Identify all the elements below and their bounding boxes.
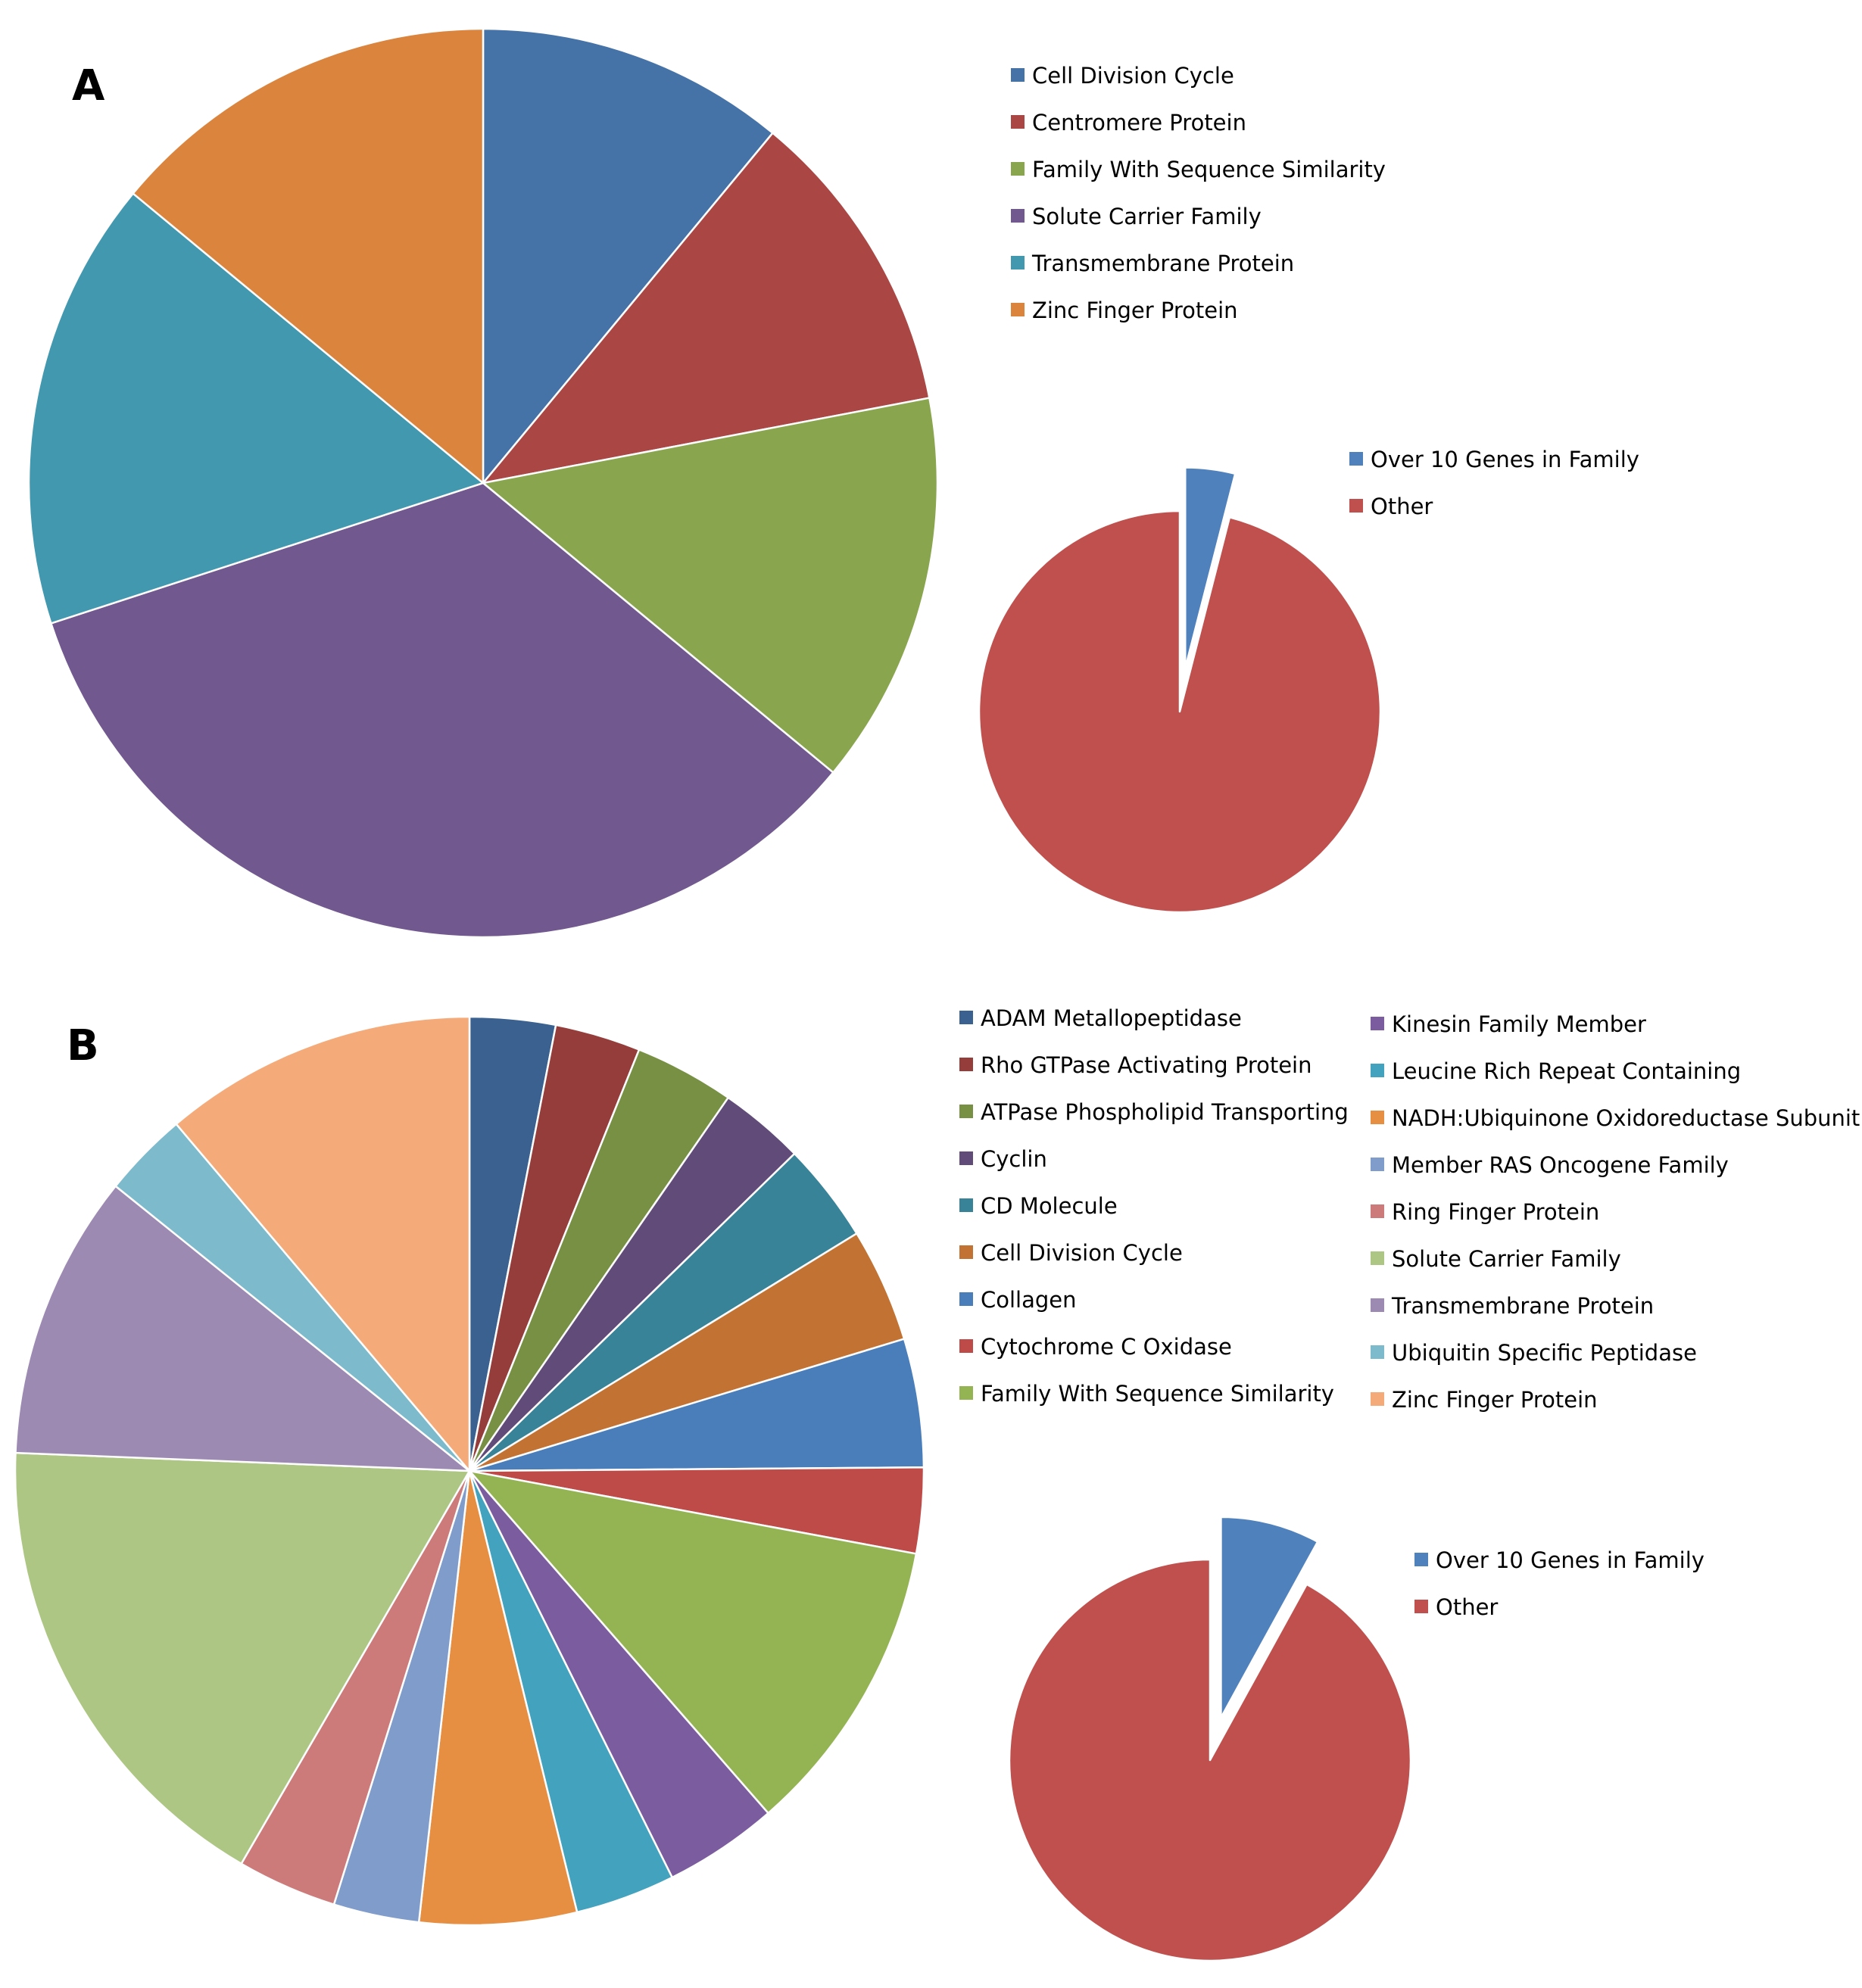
legend-swatch	[1349, 452, 1363, 466]
pie-slice-over-10-genes-in-family	[1184, 466, 1237, 669]
legend-swatch	[1011, 162, 1025, 176]
pie-slice-cell-division-cycle	[482, 27, 774, 485]
legend-swatch	[1371, 1111, 1384, 1124]
legend-label: Cytochrome C Oxidase	[981, 1334, 1232, 1360]
legend-label: Cell Division Cycle	[1032, 63, 1234, 89]
legend-swatch	[1371, 1064, 1384, 1077]
legend-label: Member RAS Oncogene Family	[1392, 1152, 1729, 1178]
legend-a: Cell Division Cycle Centromere Protein F…	[1011, 63, 1386, 323]
pie-slice-transmembrane-protein	[27, 192, 485, 625]
legend-label: Cell Division Cycle	[981, 1240, 1183, 1266]
legend-label: Ubiquitin Specific Peptidase	[1392, 1340, 1697, 1366]
pie-slice-zinc-finger-protein	[132, 27, 485, 485]
legend-label: Solute Carrier Family	[1032, 204, 1262, 229]
legend-label: Solute Carrier Family	[1392, 1246, 1621, 1272]
legend-label: Transmembrane Protein	[1391, 1293, 1654, 1319]
legend-swatch	[1414, 1600, 1428, 1613]
legend-label: Over 10 Genes in Family	[1436, 1547, 1704, 1573]
pie-slice-collagen	[468, 1338, 925, 1472]
legend-swatch	[1414, 1553, 1428, 1566]
legend-swatch	[1371, 1017, 1384, 1030]
legend-swatch	[959, 1292, 973, 1306]
legend-label: ADAM Metallopeptidase	[981, 1005, 1242, 1031]
legend-swatch	[959, 1198, 973, 1212]
legend-label: CD Molecule	[981, 1193, 1118, 1219]
pie-slice-zinc-finger-protein	[175, 1015, 471, 1472]
pie-slice-solute-carrier-family	[50, 481, 834, 939]
legend-swatch	[1371, 1204, 1384, 1218]
legend-label: Collagen	[981, 1287, 1077, 1313]
panel-label-a: A	[72, 61, 105, 111]
pie-slice-other	[1008, 1558, 1412, 1962]
panel-label-b: B	[67, 1021, 99, 1070]
pie-chart-b-over-10-genes	[1008, 1516, 1412, 1962]
legend-label: Cyclin	[981, 1146, 1047, 1172]
legend-swatch	[1011, 256, 1025, 270]
legend-swatch	[959, 1339, 973, 1353]
legend-swatch	[1011, 209, 1025, 223]
legend-label: Leucine Rich Repeat Containing	[1392, 1058, 1741, 1084]
legend-swatch	[1371, 1158, 1384, 1171]
legend-label: Zinc Finger Protein	[1392, 1387, 1598, 1413]
pie-slice-other	[978, 509, 1382, 914]
legend-b-column-2: Kinesin Family Member Leucine Rich Repea…	[1371, 1011, 1860, 1413]
legend-label: NADH:Ubiquinone Oxidoreductase Subunit	[1392, 1105, 1860, 1131]
legend-swatch	[1371, 1345, 1384, 1359]
legend-swatch	[1371, 1392, 1384, 1406]
legend-swatch	[959, 1151, 973, 1165]
legend-swatch	[1371, 1298, 1384, 1312]
pie-chart-a-over-10-genes	[978, 466, 1382, 914]
legend-swatch	[1349, 499, 1363, 513]
legend-label: Family With Sequence Similarity	[981, 1381, 1334, 1407]
pie-slice-centromere-protein	[482, 132, 931, 485]
legend-swatch	[1011, 303, 1025, 316]
legend-label: Kinesin Family Member	[1392, 1011, 1646, 1037]
legend-label: Over 10 Genes in Family	[1371, 447, 1639, 472]
pie-slice-family-with-sequence-similarity	[482, 397, 939, 774]
pie-chart-a-gene-families	[27, 27, 939, 939]
pie-slice-solute-carrier-family	[14, 1451, 471, 1865]
legend-label: ATPase Phospholipid Transporting	[981, 1099, 1349, 1125]
legend-label: Transmembrane Protein	[1031, 251, 1294, 276]
legend-a-small: Over 10 Genes in Family Other	[1349, 447, 1639, 519]
legend-swatch	[959, 1245, 973, 1259]
pie-slice-transmembrane-protein	[14, 1185, 471, 1472]
legend-swatch	[959, 1386, 973, 1400]
legend-b-small: Over 10 Genes in Family Other	[1414, 1547, 1704, 1620]
legend-swatch	[1011, 68, 1025, 82]
legend-label: Rho GTPase Activating Protein	[981, 1052, 1312, 1078]
legend-swatch	[1011, 115, 1025, 129]
pie-slice-nadh-ubiquinone-oxidoreductase-subunit	[417, 1469, 579, 1927]
pie-slice-over-10-genes-in-family	[1220, 1516, 1319, 1719]
legend-label: Other	[1371, 494, 1433, 519]
legend-swatch	[959, 1058, 973, 1071]
legend-b-column-1: ADAM Metallopeptidase Rho GTPase Activat…	[959, 1005, 1349, 1407]
legend-label: Family With Sequence Similarity	[1032, 157, 1386, 182]
legend-label: Other	[1436, 1594, 1498, 1620]
legend-swatch	[959, 1105, 973, 1118]
legend-swatch	[959, 1011, 973, 1024]
legend-swatch	[1371, 1251, 1384, 1265]
legend-label: Ring Finger Protein	[1392, 1199, 1599, 1225]
pie-chart-b-gene-families	[14, 1015, 925, 1927]
legend-label: Zinc Finger Protein	[1032, 298, 1238, 323]
pie-slice-family-with-sequence-similarity	[468, 1469, 918, 1815]
legend-label: Centromere Protein	[1032, 110, 1246, 136]
